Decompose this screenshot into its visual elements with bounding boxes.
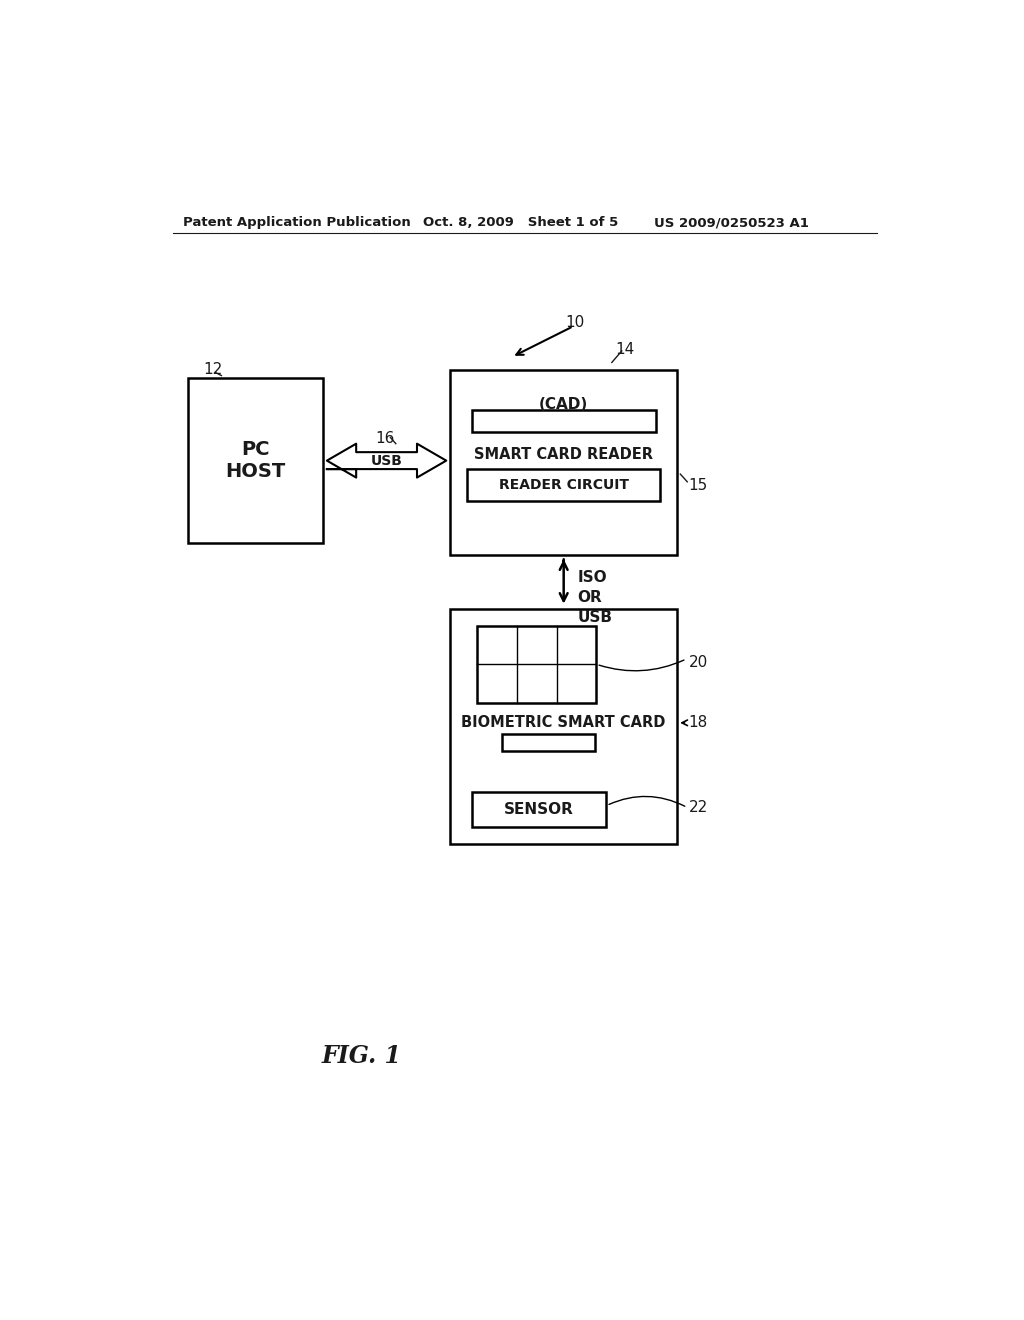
Bar <box>472 792 606 826</box>
Text: PC
HOST: PC HOST <box>225 440 286 480</box>
Text: BIOMETRIC SMART CARD: BIOMETRIC SMART CARD <box>462 715 666 730</box>
Text: 15: 15 <box>689 478 708 492</box>
Bar <box>467 469 660 502</box>
Text: 20: 20 <box>689 655 708 671</box>
Bar <box>451 609 677 843</box>
Text: SMART CARD READER: SMART CARD READER <box>474 447 653 462</box>
Polygon shape <box>327 444 446 478</box>
Text: Patent Application Publication: Patent Application Publication <box>183 216 411 230</box>
Bar <box>188 378 323 544</box>
Text: FIG. 1: FIG. 1 <box>322 1044 401 1068</box>
Bar <box>472 411 655 432</box>
Text: 12: 12 <box>204 363 223 378</box>
Text: Oct. 8, 2009   Sheet 1 of 5: Oct. 8, 2009 Sheet 1 of 5 <box>423 216 618 230</box>
Text: READER CIRCUIT: READER CIRCUIT <box>499 478 629 492</box>
Bar <box>451 370 677 554</box>
Text: US 2009/0250523 A1: US 2009/0250523 A1 <box>654 216 809 230</box>
Text: 16: 16 <box>375 432 394 446</box>
Text: (CAD): (CAD) <box>539 397 589 412</box>
Text: 18: 18 <box>689 715 708 730</box>
Text: 22: 22 <box>689 800 708 814</box>
Text: 10: 10 <box>565 314 585 330</box>
Bar <box>477 626 596 702</box>
Text: USB: USB <box>371 454 402 467</box>
Text: ISO
OR
USB: ISO OR USB <box>578 570 612 624</box>
Text: SENSOR: SENSOR <box>504 803 574 817</box>
Text: 14: 14 <box>615 342 635 356</box>
Bar <box>503 734 595 751</box>
